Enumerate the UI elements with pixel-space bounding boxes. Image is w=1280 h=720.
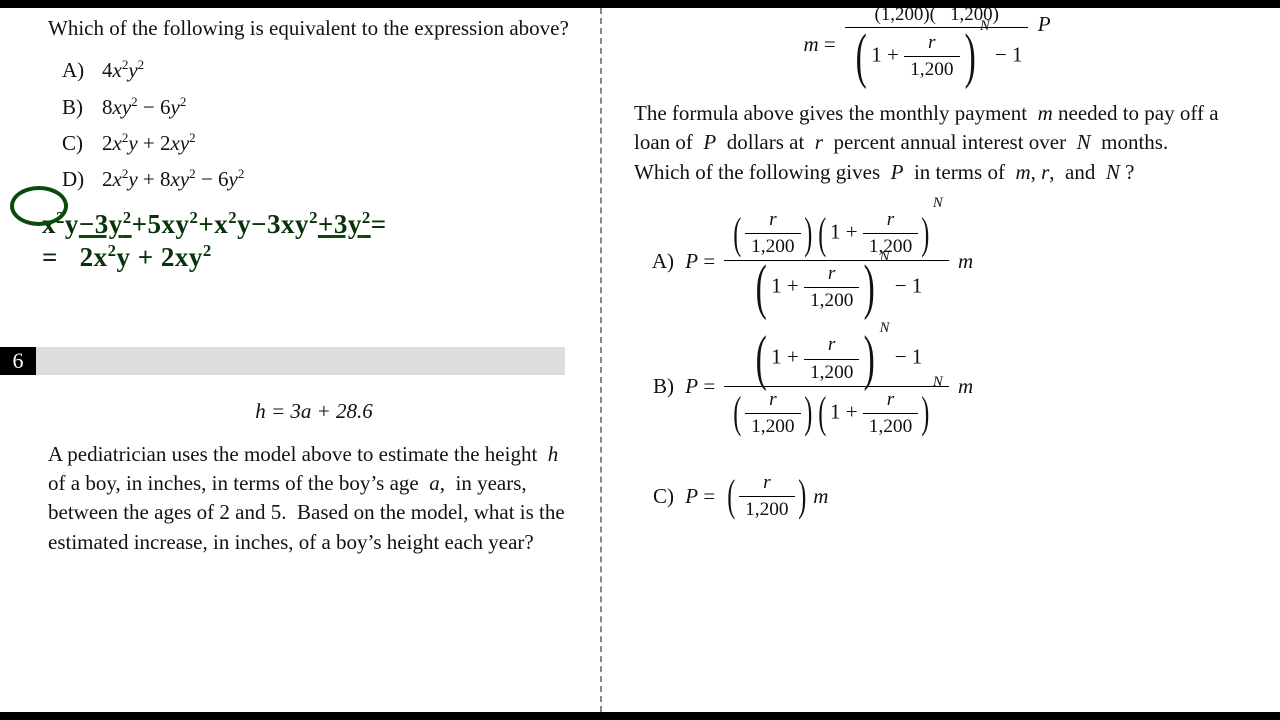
- q5-options: A) 4x2y2 B) 8xy2 − 6y2 C) 2x2y + 2xy2 D)…: [62, 56, 580, 193]
- handwriting-work: x2y−3y2+5xy2+x2y−3xy2+3y2= = 2x2y + 2xy2: [42, 208, 580, 276]
- hand-line-1: x2y−3y2+5xy2+x2y−3xy2+3y2=: [42, 208, 580, 242]
- option-expr: (r1,200): [724, 470, 809, 523]
- option-label: C): [634, 482, 674, 510]
- q5-option-d: D) 2x2y + 8xy2 − 6y2: [62, 165, 580, 193]
- option-label: A): [634, 247, 674, 275]
- option-label: A): [62, 56, 92, 84]
- hand-line-2: = 2x2y + 2xy2: [42, 241, 580, 275]
- option-lhs: P =: [680, 247, 720, 275]
- option-label: C): [62, 129, 92, 157]
- option-expr: 4x2y2: [102, 56, 144, 84]
- option-expr: 8xy2 − 6y2: [102, 93, 186, 121]
- option-lhs: P =: [680, 482, 720, 510]
- option-trail: m: [953, 372, 973, 400]
- option-label: D): [62, 165, 92, 193]
- q7-option-a: A) P = (r1,200)(1 + r1,200)N (1 + r1,200…: [634, 207, 1220, 314]
- option-trail: m: [953, 247, 973, 275]
- q7-text: The formula above gives the monthly paym…: [634, 99, 1220, 187]
- option-expr: 2x2y + 8xy2 − 6y2: [102, 165, 244, 193]
- formula-m: m = (1,200)( 1,200) (1 + r1,200)N − 1 P: [634, 6, 1220, 83]
- option-fraction: (1 + r1,200)N − 1 (r1,200)(1 + r1,200)N: [724, 332, 948, 439]
- worksheet-page: Which of the following is equivalent to …: [0, 8, 1280, 712]
- option-lhs: P =: [680, 372, 720, 400]
- option-expr: 2x2y + 2xy2: [102, 129, 196, 157]
- formula-fraction: (1,200)( 1,200) (1 + r1,200)N − 1: [845, 6, 1029, 83]
- q5-option-b: B) 8xy2 − 6y2: [62, 93, 580, 121]
- q6-equation: h = 3a + 28.6: [48, 397, 580, 425]
- right-column: m = (1,200)( 1,200) (1 + r1,200)N − 1 P …: [600, 8, 1280, 712]
- q5-option-c: C) 2x2y + 2xy2: [62, 129, 580, 157]
- left-column: Which of the following is equivalent to …: [0, 8, 600, 712]
- q7-option-c: C) P = (r1,200) m: [634, 470, 1220, 523]
- option-fraction: (r1,200)(1 + r1,200)N (1 + r1,200)N − 1: [724, 207, 948, 314]
- q5-stem: Which of the following is equivalent to …: [48, 14, 580, 42]
- q6-text: A pediatrician uses the model above to e…: [48, 440, 580, 558]
- formula-lhs: m =: [803, 30, 841, 58]
- option-label: B): [62, 93, 92, 121]
- formula-trail: P: [1032, 10, 1050, 38]
- option-trail: m: [813, 482, 828, 510]
- q6-number: 6: [0, 347, 36, 375]
- q7-options: A) P = (r1,200)(1 + r1,200)N (1 + r1,200…: [634, 207, 1220, 523]
- q7-option-b: B) P = (1 + r1,200)N − 1 (r1,200)(1 + r1…: [634, 332, 1220, 439]
- option-label: B): [634, 372, 674, 400]
- q5-option-a: A) 4x2y2: [62, 56, 580, 84]
- q6-number-bar: 6: [0, 347, 565, 375]
